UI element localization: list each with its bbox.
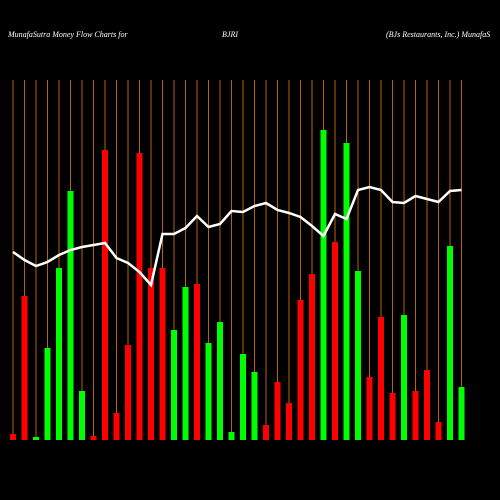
bar [343, 143, 350, 440]
bar [171, 330, 177, 440]
bar [182, 287, 189, 440]
bar [263, 425, 269, 440]
bar [44, 348, 51, 440]
bar [205, 343, 212, 440]
bar [67, 191, 74, 440]
bar [297, 300, 304, 440]
bar [56, 268, 62, 440]
bar [240, 354, 246, 440]
bar [251, 372, 258, 440]
bar [355, 271, 361, 440]
bar [447, 246, 453, 440]
bar [320, 130, 327, 440]
bar [148, 268, 154, 440]
bar [194, 284, 200, 440]
bar [401, 315, 407, 440]
chart-symbol: BJRI [222, 30, 238, 39]
bar [21, 296, 28, 440]
bar [125, 345, 131, 440]
money-flow-line [12, 185, 462, 288]
bar [274, 382, 281, 440]
bar [412, 391, 419, 440]
bar [228, 432, 235, 440]
bar [389, 393, 396, 440]
bar [286, 403, 292, 440]
bar [159, 268, 166, 440]
bar [136, 153, 143, 440]
bar [309, 274, 315, 440]
bar [458, 387, 465, 440]
bar [378, 317, 384, 440]
bar [90, 436, 97, 440]
bar [424, 370, 430, 440]
bar [102, 150, 108, 440]
bar [217, 322, 223, 440]
chart-subtitle: (BJs Restaurants, Inc.) MunafaS [386, 30, 490, 39]
bar [33, 437, 39, 440]
bar [10, 434, 16, 440]
bar [332, 242, 338, 440]
bar [366, 377, 373, 440]
bar [113, 413, 120, 440]
bar [435, 422, 442, 440]
chart-title: MunafaSutra Money Flow Charts for [7, 30, 128, 39]
bar [79, 391, 85, 440]
